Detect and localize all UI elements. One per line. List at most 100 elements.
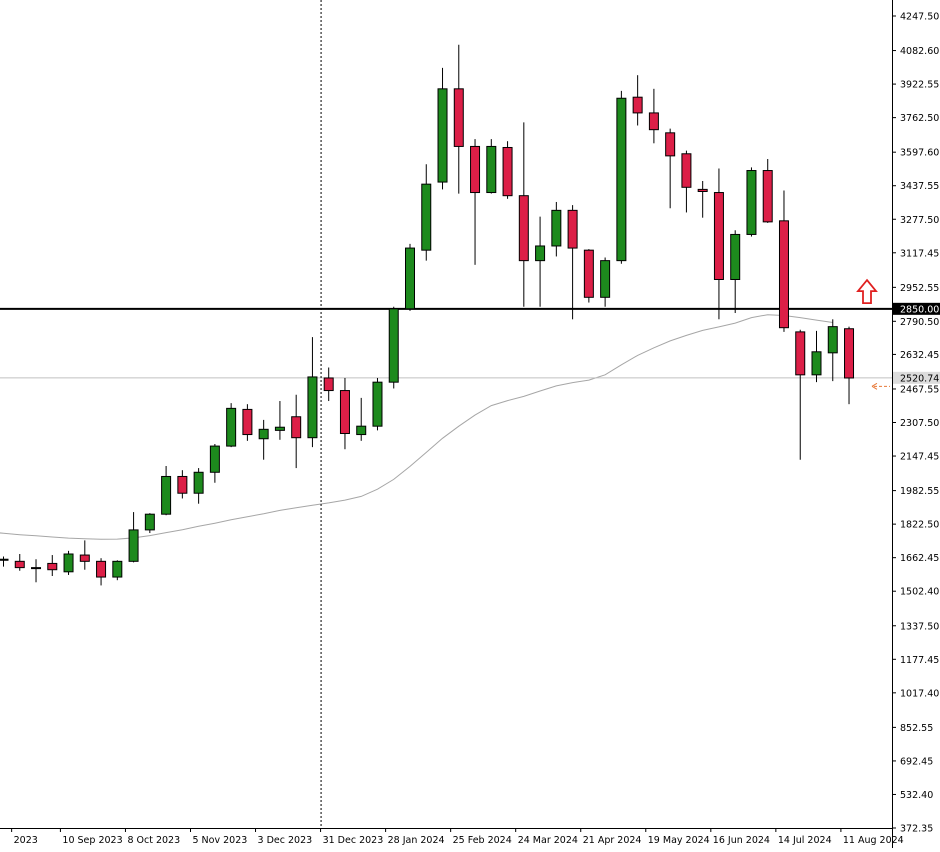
candle[interactable] [778, 190, 789, 332]
candle-body [96, 560, 107, 578]
candle-body [79, 554, 90, 562]
y-tick-label: 3597.60 [900, 148, 939, 159]
candle[interactable] [405, 243, 415, 311]
candle-body [632, 96, 643, 114]
candle-body [551, 209, 562, 247]
moving-average-line [0, 314, 833, 540]
candle-body [778, 220, 789, 329]
candle[interactable] [47, 555, 58, 576]
candle[interactable] [746, 167, 757, 237]
candle-body [128, 529, 139, 562]
candle[interactable] [681, 150, 692, 213]
x-tick-label: 10 Sep 2023 [62, 835, 122, 846]
candle-body [648, 112, 659, 131]
candle[interactable] [372, 377, 383, 431]
candle-body [600, 260, 611, 298]
price-label-bg [893, 302, 940, 315]
candle[interactable] [31, 559, 42, 583]
y-tick-label: 2147.45 [900, 452, 939, 463]
candle-body [274, 426, 285, 431]
candle[interactable] [697, 181, 708, 218]
candle-body [177, 475, 188, 494]
candle[interactable] [795, 329, 806, 460]
candle[interactable] [258, 419, 269, 460]
candle[interactable] [63, 550, 74, 575]
candle[interactable] [421, 164, 432, 261]
y-tick-label: 3762.50 [900, 113, 939, 124]
price-label-bg [893, 371, 940, 384]
candle[interactable] [470, 139, 481, 265]
y-tick-label: 1177.45 [900, 655, 939, 666]
candle[interactable] [161, 465, 172, 516]
candle[interactable] [762, 159, 773, 223]
candle[interactable] [291, 394, 302, 469]
y-tick-label: 1982.55 [900, 486, 939, 497]
y-tick-label: 1822.50 [900, 520, 939, 531]
candle-body [762, 170, 773, 223]
candle[interactable] [535, 216, 546, 307]
candle[interactable] [177, 470, 188, 499]
candle-body [112, 560, 123, 578]
candle-body [63, 553, 74, 573]
candle-body [372, 381, 383, 427]
candle[interactable] [600, 257, 611, 307]
candle[interactable] [79, 540, 90, 570]
candle-body [665, 132, 676, 157]
price-label: 2850.00 [893, 302, 940, 315]
y-tick-label: 4082.60 [900, 46, 939, 57]
price-arrow-head-icon [871, 382, 878, 390]
candle-body [226, 407, 237, 447]
candle-body [307, 376, 318, 439]
candle[interactable] [128, 512, 139, 563]
candle-body [795, 331, 806, 376]
candle-body [697, 188, 708, 192]
candle[interactable] [648, 88, 659, 144]
candle[interactable] [437, 67, 448, 190]
candle[interactable] [518, 122, 529, 307]
y-tick-label: 4247.50 [900, 12, 939, 23]
candle[interactable] [827, 319, 838, 382]
candle[interactable] [616, 90, 627, 264]
candle[interactable] [665, 128, 676, 209]
candle[interactable] [551, 201, 562, 257]
candle[interactable] [486, 139, 497, 194]
y-tick-label: 3277.50 [900, 215, 939, 226]
candle[interactable] [274, 401, 285, 440]
candle[interactable] [713, 168, 724, 320]
candle[interactable] [453, 44, 464, 194]
candle[interactable] [144, 513, 155, 534]
candle[interactable] [356, 397, 367, 441]
candle[interactable] [323, 367, 334, 402]
candle[interactable] [226, 403, 237, 448]
candle[interactable] [567, 205, 578, 320]
x-tick-label: 16 Jun 2024 [713, 835, 770, 846]
price-label-text: 2850.00 [900, 304, 939, 315]
candle[interactable] [388, 306, 399, 389]
candle[interactable] [811, 330, 822, 383]
x-tick-label: 8 Oct 2023 [127, 835, 180, 846]
candle-body [31, 567, 42, 570]
y-tick-label: 1662.45 [900, 553, 939, 564]
candle[interactable] [730, 230, 741, 314]
y-tick-label: 2632.45 [900, 350, 939, 361]
candle[interactable] [14, 553, 25, 571]
y-tick-label: 2467.55 [900, 384, 939, 395]
candle[interactable] [307, 337, 318, 448]
candle[interactable] [632, 75, 643, 126]
candle[interactable] [209, 443, 220, 483]
x-tick-label: 5 Nov 2023 [192, 835, 247, 846]
candle[interactable] [112, 560, 123, 581]
candle[interactable] [844, 326, 855, 405]
candle[interactable] [193, 468, 204, 504]
candle[interactable] [339, 377, 350, 450]
candle[interactable] [96, 558, 107, 586]
y-tick-label: 2952.55 [900, 283, 939, 294]
candle[interactable] [242, 404, 253, 441]
candle[interactable] [0, 556, 9, 567]
candle[interactable] [502, 141, 513, 199]
candle[interactable] [583, 249, 594, 303]
y-tick-label: 1337.50 [900, 621, 939, 632]
y-tick-label: 532.40 [900, 790, 933, 801]
